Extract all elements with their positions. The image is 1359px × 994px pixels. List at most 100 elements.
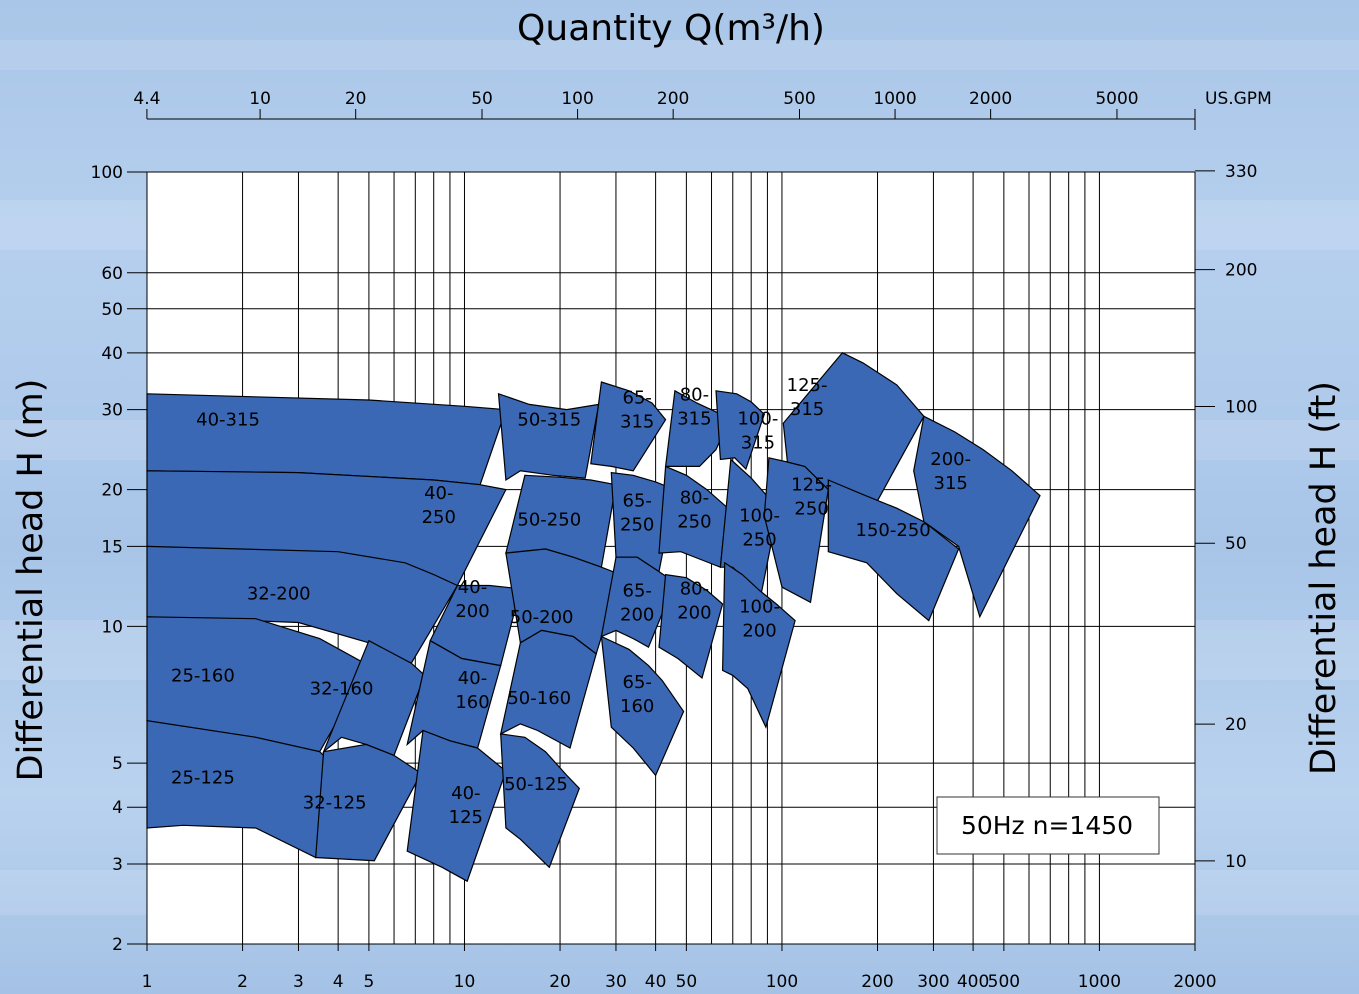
pump-region-80-200 xyxy=(658,573,724,680)
top-tick-label: 2000 xyxy=(969,89,1012,109)
pump-region-150-250 xyxy=(827,479,960,622)
right-tick-label: 330 xyxy=(1225,162,1257,182)
pump-region-100-200 xyxy=(721,561,796,729)
pump-region-label: 40-315 xyxy=(196,410,260,431)
y-tick-label: 60 xyxy=(101,264,123,284)
pump-region-label: 100-250 xyxy=(739,506,780,551)
background-streak xyxy=(0,40,1359,70)
pump-region-label: 80-200 xyxy=(677,579,711,624)
y-tick-label: 20 xyxy=(101,481,123,501)
x-tick-label: 10 xyxy=(454,972,476,992)
pump-region-label: 50-125 xyxy=(504,774,568,795)
right-tick-label: 50 xyxy=(1225,534,1247,554)
top-gpm-axis: 4.4 10 20 50 100 200 500 1000 2000 5000 xyxy=(133,89,1196,130)
pump-region-40-125 xyxy=(406,729,507,883)
pump-region-label: 40-160 xyxy=(455,668,489,713)
pump-region-label: 65-160 xyxy=(620,672,654,717)
top-tick-label: 100 xyxy=(561,89,593,109)
frequency-box xyxy=(936,796,1160,855)
pump-region-label: 65-250 xyxy=(620,491,654,536)
pump-region-label: 65-200 xyxy=(620,580,654,625)
y-tick-label: 2 xyxy=(112,935,123,955)
y-tick-label: 40 xyxy=(101,344,123,364)
top-tick-label: 50 xyxy=(471,89,493,109)
pump-region-label: 32-200 xyxy=(247,584,311,605)
pump-region-50-160 xyxy=(499,629,597,749)
pump-region-label: 100-200 xyxy=(739,597,780,642)
y-tick-label: 5 xyxy=(112,754,123,774)
pump-region-200-315 xyxy=(913,415,1041,619)
y-tick-label: 15 xyxy=(101,537,123,557)
x-tick-label: 500 xyxy=(988,972,1020,992)
x-tick-label: 5 xyxy=(363,972,374,992)
y-tick-label: 3 xyxy=(112,855,123,875)
x-tick-label: 200 xyxy=(861,972,893,992)
pump-region-65-315 xyxy=(590,381,667,472)
y-axis-label: Differential head H (m) xyxy=(11,379,51,782)
pump-region-label: 150-250 xyxy=(856,520,931,541)
top-tick-label: 20 xyxy=(345,89,367,109)
right-tick-label: 20 xyxy=(1225,715,1247,735)
pump-region-65-160 xyxy=(600,635,685,777)
pump-region-label: 200-315 xyxy=(930,449,971,494)
y-axis-ticks: 2 3 4 5 10 15 20 30 40 50 60 100 xyxy=(91,163,147,955)
x-tick-label: 4 xyxy=(333,972,344,992)
right-tick-label: 100 xyxy=(1225,397,1257,417)
y-tick-label: 4 xyxy=(112,798,123,818)
x-tick-label: 2000 xyxy=(1173,972,1216,992)
y-tick-label: 50 xyxy=(101,300,123,320)
right-ft-axis: 10 20 50 100 200 330 xyxy=(1195,162,1257,872)
top-axis-unit: US.GPM xyxy=(1205,89,1272,109)
x-tick-label: 20 xyxy=(549,972,571,992)
pump-region-125-315 xyxy=(782,352,925,508)
x-tick-label: 30 xyxy=(605,972,627,992)
top-tick-label: 4.4 xyxy=(133,89,160,109)
y-tick-label: 10 xyxy=(101,617,123,637)
y2-axis-label: Differential head H (ft) xyxy=(1304,381,1344,775)
pump-region-label: 25-160 xyxy=(171,665,235,686)
x-tick-label: 2 xyxy=(237,972,248,992)
chart-title: Quantity Q(m³/h) xyxy=(517,8,825,49)
pump-region-label: 80-315 xyxy=(677,384,711,429)
top-tick-label: 500 xyxy=(783,89,815,109)
top-tick-label: 5000 xyxy=(1095,89,1138,109)
pump-region-label: 125-250 xyxy=(791,475,832,520)
pump-region-100-315 xyxy=(715,390,765,471)
x-tick-label: 40 xyxy=(645,972,667,992)
top-tick-label: 200 xyxy=(657,89,689,109)
x-tick-label: 1000 xyxy=(1078,972,1121,992)
top-tick-label: 1000 xyxy=(873,89,916,109)
pump-region-label: 40-250 xyxy=(422,483,456,528)
pump-region-50-315 xyxy=(497,392,600,482)
frequency-annotation: 50Hz n=1450 xyxy=(961,811,1133,840)
y-tick-label: 100 xyxy=(91,163,123,183)
pump-region-label: 40-125 xyxy=(449,783,483,828)
top-tick-label: 10 xyxy=(249,89,271,109)
y-tick-label: 30 xyxy=(101,401,123,421)
pump-region-label: 100-315 xyxy=(737,408,778,453)
pump-region-label: 65-315 xyxy=(620,388,654,433)
pump-region-label: 50-200 xyxy=(510,607,574,628)
right-tick-label: 10 xyxy=(1225,852,1247,872)
x-tick-label: 400 xyxy=(957,972,989,992)
pump-region-label: 40-200 xyxy=(455,577,489,622)
pump-region-label: 80-250 xyxy=(677,487,711,532)
pump-region-65-200 xyxy=(600,556,676,649)
pump-region-label: 50-315 xyxy=(517,410,581,431)
pump-regions: 40-315 40-250 32-200 25-160 25-125 32-160 32-1… xyxy=(146,352,1041,883)
x-tick-label: 50 xyxy=(676,972,698,992)
pump-region-label: 32-160 xyxy=(310,678,374,699)
pump-region-50-125 xyxy=(500,733,580,869)
pump-region-label: 32-125 xyxy=(303,792,367,813)
pump-region-label: 25-125 xyxy=(171,768,235,789)
pump-region-label: 125-315 xyxy=(787,375,828,420)
x-tick-label: 3 xyxy=(293,972,304,992)
right-tick-label: 200 xyxy=(1225,261,1257,281)
x-tick-label: 300 xyxy=(917,972,949,992)
pump-region-label: 50-250 xyxy=(517,509,581,530)
pump-region-label: 50-160 xyxy=(507,688,571,709)
x-tick-label: 1 xyxy=(142,972,153,992)
x-tick-label: 100 xyxy=(766,972,798,992)
